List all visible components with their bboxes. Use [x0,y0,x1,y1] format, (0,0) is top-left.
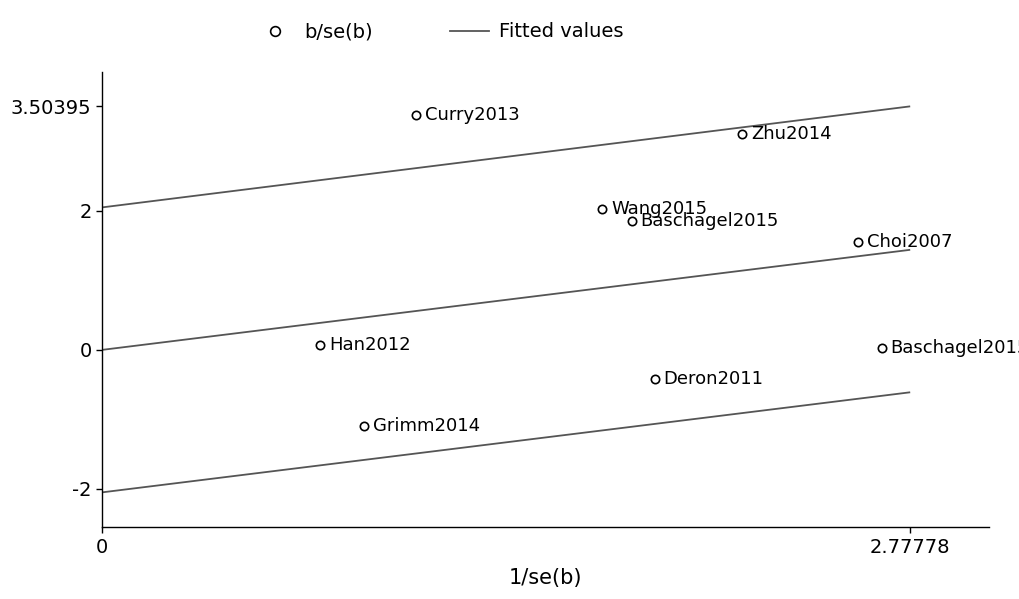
Text: Deron2011: Deron2011 [663,370,763,388]
Text: Grimm2014: Grimm2014 [372,418,479,435]
Text: Baschagel2015: Baschagel2015 [640,212,777,230]
Legend: b/se(b), Fitted values: b/se(b), Fitted values [255,22,623,41]
Text: Curry2013: Curry2013 [425,106,520,124]
Text: Baschagel2015: Baschagel2015 [890,339,1019,357]
Text: Han2012: Han2012 [328,336,411,354]
Text: Zhu2014: Zhu2014 [750,125,830,143]
X-axis label: 1/se(b): 1/se(b) [508,568,582,588]
Text: Choi2007: Choi2007 [866,233,952,251]
Text: Wang2015: Wang2015 [610,201,706,219]
